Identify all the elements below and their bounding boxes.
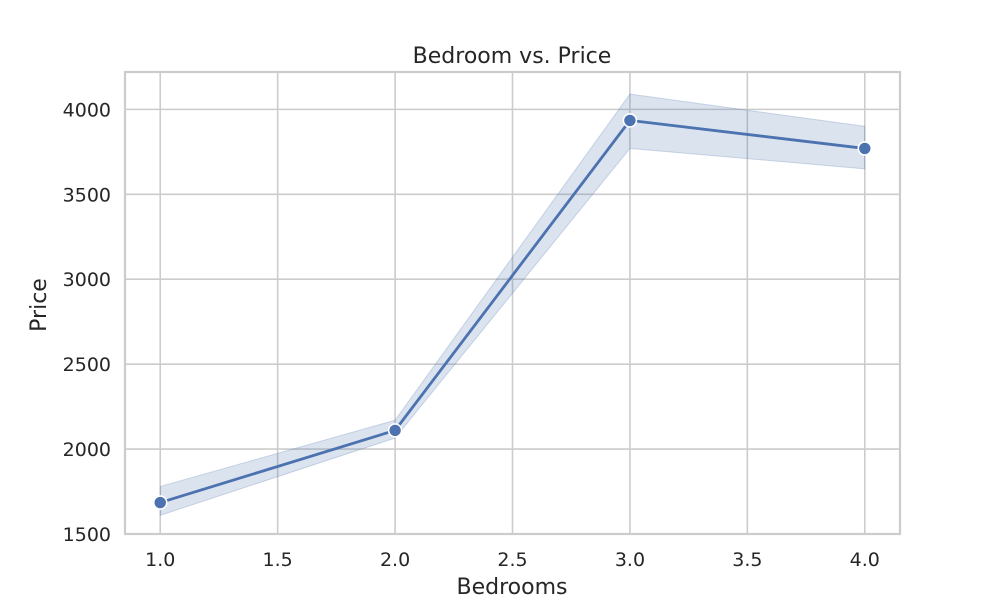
chart-title: Bedroom vs. Price [413, 44, 612, 69]
y-tick-label: 4000 [63, 99, 111, 121]
data-point [622, 113, 638, 128]
x-tick-label: 1.5 [263, 549, 293, 571]
series-line [159, 119, 865, 504]
y-tick-label: 3500 [63, 184, 111, 206]
x-tick-label: 2.0 [380, 549, 410, 571]
series-lines [159, 119, 865, 504]
plot-frame [123, 70, 902, 536]
y-tick-label: 2000 [63, 439, 111, 461]
x-tick-label: 4.0 [850, 549, 880, 571]
y-tick-label: 1500 [63, 524, 111, 546]
x-tick-label: 3.5 [732, 549, 762, 571]
confidence-bands [159, 93, 866, 517]
x-tick-label: 2.5 [497, 549, 527, 571]
x-axis-title: Bedrooms [457, 575, 568, 600]
plot-border [123, 70, 902, 536]
x-tick-label: 3.0 [615, 549, 645, 571]
data-point [857, 141, 873, 156]
y-tick-label: 3000 [63, 269, 111, 291]
data-point [387, 423, 403, 438]
confidence-band [159, 93, 866, 517]
series-points [152, 113, 873, 510]
x-tick-labels: 1.0 1.5 2.0 2.5 3.0 3.5 4.0 [145, 549, 880, 571]
y-tick-label: 2500 [63, 354, 111, 376]
x-tick-label: 1.0 [145, 549, 175, 571]
data-point [152, 495, 168, 510]
y-axis-title: Price [27, 278, 52, 332]
y-tick-labels: 1500 2000 2500 3000 3500 4000 [63, 99, 111, 546]
